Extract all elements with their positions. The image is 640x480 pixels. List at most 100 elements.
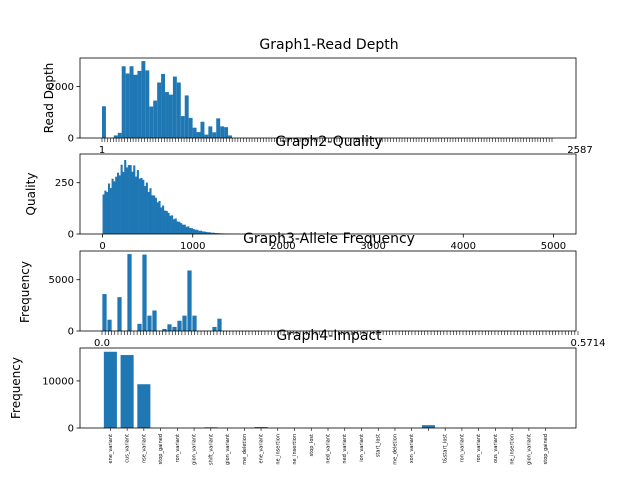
bar bbox=[254, 427, 268, 428]
plot-frame bbox=[79, 347, 577, 429]
bar bbox=[129, 66, 134, 138]
x-ticks: 1 2587 bbox=[99, 138, 593, 156]
x-tick-label: ron_variant bbox=[476, 434, 482, 462]
bar bbox=[196, 132, 201, 138]
x-tick-label: 3000 bbox=[360, 241, 385, 252]
bar bbox=[149, 188, 152, 234]
bar bbox=[168, 94, 173, 138]
x-tick-label: gion_variant bbox=[192, 434, 198, 465]
chart-impact: Graph4-Impact Frequency ene_variant cus_v… bbox=[9, 328, 577, 465]
bar bbox=[113, 181, 116, 234]
chart-read-depth: Graph1-Read Depth Read Depth 1 2587 0 2000 bbox=[42, 37, 593, 156]
bar bbox=[129, 165, 132, 234]
y-tick-label: 10000 bbox=[42, 376, 74, 387]
bar bbox=[154, 197, 157, 234]
bar bbox=[171, 215, 174, 234]
x-tick-label: xon_variant bbox=[409, 434, 415, 463]
bar bbox=[178, 221, 181, 234]
bar bbox=[151, 195, 154, 234]
y-tick-label: 0 bbox=[68, 327, 74, 338]
x-tick-label: ned_variant bbox=[326, 434, 332, 464]
x-tick-label: 5000 bbox=[541, 241, 566, 252]
bar bbox=[212, 132, 217, 138]
bar bbox=[162, 205, 165, 234]
bar bbox=[118, 175, 121, 234]
bar bbox=[161, 74, 166, 138]
y-axis-label: Frequency bbox=[9, 357, 23, 419]
bar bbox=[172, 219, 175, 234]
bar bbox=[188, 117, 193, 138]
x-tick-label: stop_lost bbox=[309, 434, 315, 456]
x-tick-label: start_lost bbox=[376, 434, 382, 457]
bar bbox=[127, 254, 132, 331]
chart-title: Graph1-Read Depth bbox=[259, 37, 398, 53]
y-axis-label: Quality bbox=[24, 173, 38, 216]
bar bbox=[153, 100, 158, 138]
bar bbox=[102, 194, 105, 234]
bar bbox=[137, 384, 151, 428]
bar bbox=[109, 188, 112, 234]
bar bbox=[116, 172, 120, 234]
bar bbox=[106, 192, 109, 234]
bar bbox=[117, 297, 122, 331]
bar bbox=[172, 326, 177, 331]
chart-title: Graph2-Quality bbox=[275, 134, 382, 150]
bar bbox=[205, 231, 208, 234]
bars bbox=[103, 351, 435, 428]
y-tick-label: 0 bbox=[68, 230, 74, 241]
bar bbox=[198, 230, 201, 234]
bar bbox=[181, 224, 185, 234]
bar bbox=[142, 179, 145, 234]
bar bbox=[190, 228, 194, 234]
bar bbox=[115, 176, 118, 234]
bars bbox=[102, 61, 232, 139]
bar bbox=[141, 61, 146, 139]
bar bbox=[107, 183, 111, 234]
chart-title: Graph3-Allele Frequency bbox=[243, 231, 415, 247]
bar bbox=[145, 182, 148, 234]
bar bbox=[117, 132, 122, 138]
y-tick-label: 2000 bbox=[49, 82, 74, 93]
bar bbox=[163, 210, 166, 234]
x-tick-label: ne_insertion bbox=[292, 434, 298, 465]
bar bbox=[180, 116, 185, 138]
bar bbox=[184, 95, 189, 138]
y-ticks: 0 250 bbox=[55, 178, 80, 241]
x-tick-label: ne_insertion bbox=[275, 434, 281, 465]
y-ticks: 0 5000 bbox=[49, 275, 80, 338]
y-axis-label: Read Depth bbox=[42, 63, 56, 134]
x-tick-label: gion_variant bbox=[526, 434, 532, 465]
y-tick-label: 250 bbox=[55, 178, 74, 189]
bar bbox=[158, 200, 161, 234]
bar bbox=[120, 164, 123, 234]
bar bbox=[156, 202, 159, 234]
bar bbox=[176, 82, 181, 138]
bar bbox=[180, 223, 183, 234]
bar bbox=[144, 185, 147, 234]
bar bbox=[142, 254, 147, 331]
x-tick-label: me_deletion bbox=[242, 434, 248, 465]
bar bbox=[127, 165, 130, 234]
x-tick-label: 0.0 bbox=[94, 338, 110, 349]
bar bbox=[216, 118, 221, 138]
bar bbox=[147, 315, 152, 331]
bar bbox=[199, 230, 203, 234]
bar bbox=[152, 310, 157, 331]
bar bbox=[102, 294, 107, 331]
bar bbox=[165, 92, 169, 138]
bar bbox=[138, 178, 141, 234]
x-tick-label: ned_variant bbox=[342, 434, 348, 464]
bar bbox=[165, 210, 168, 234]
bar bbox=[121, 66, 126, 138]
plot-frame bbox=[79, 57, 577, 139]
x-tick-label: shift_variant bbox=[208, 434, 214, 465]
x-tick-label: ron_variant bbox=[459, 434, 465, 462]
bar bbox=[176, 221, 179, 234]
bar bbox=[216, 233, 219, 234]
x-tick-label: ion_variant bbox=[359, 434, 365, 462]
bar bbox=[172, 76, 177, 138]
bar bbox=[137, 70, 142, 138]
bar bbox=[192, 127, 197, 138]
bar bbox=[196, 229, 199, 234]
